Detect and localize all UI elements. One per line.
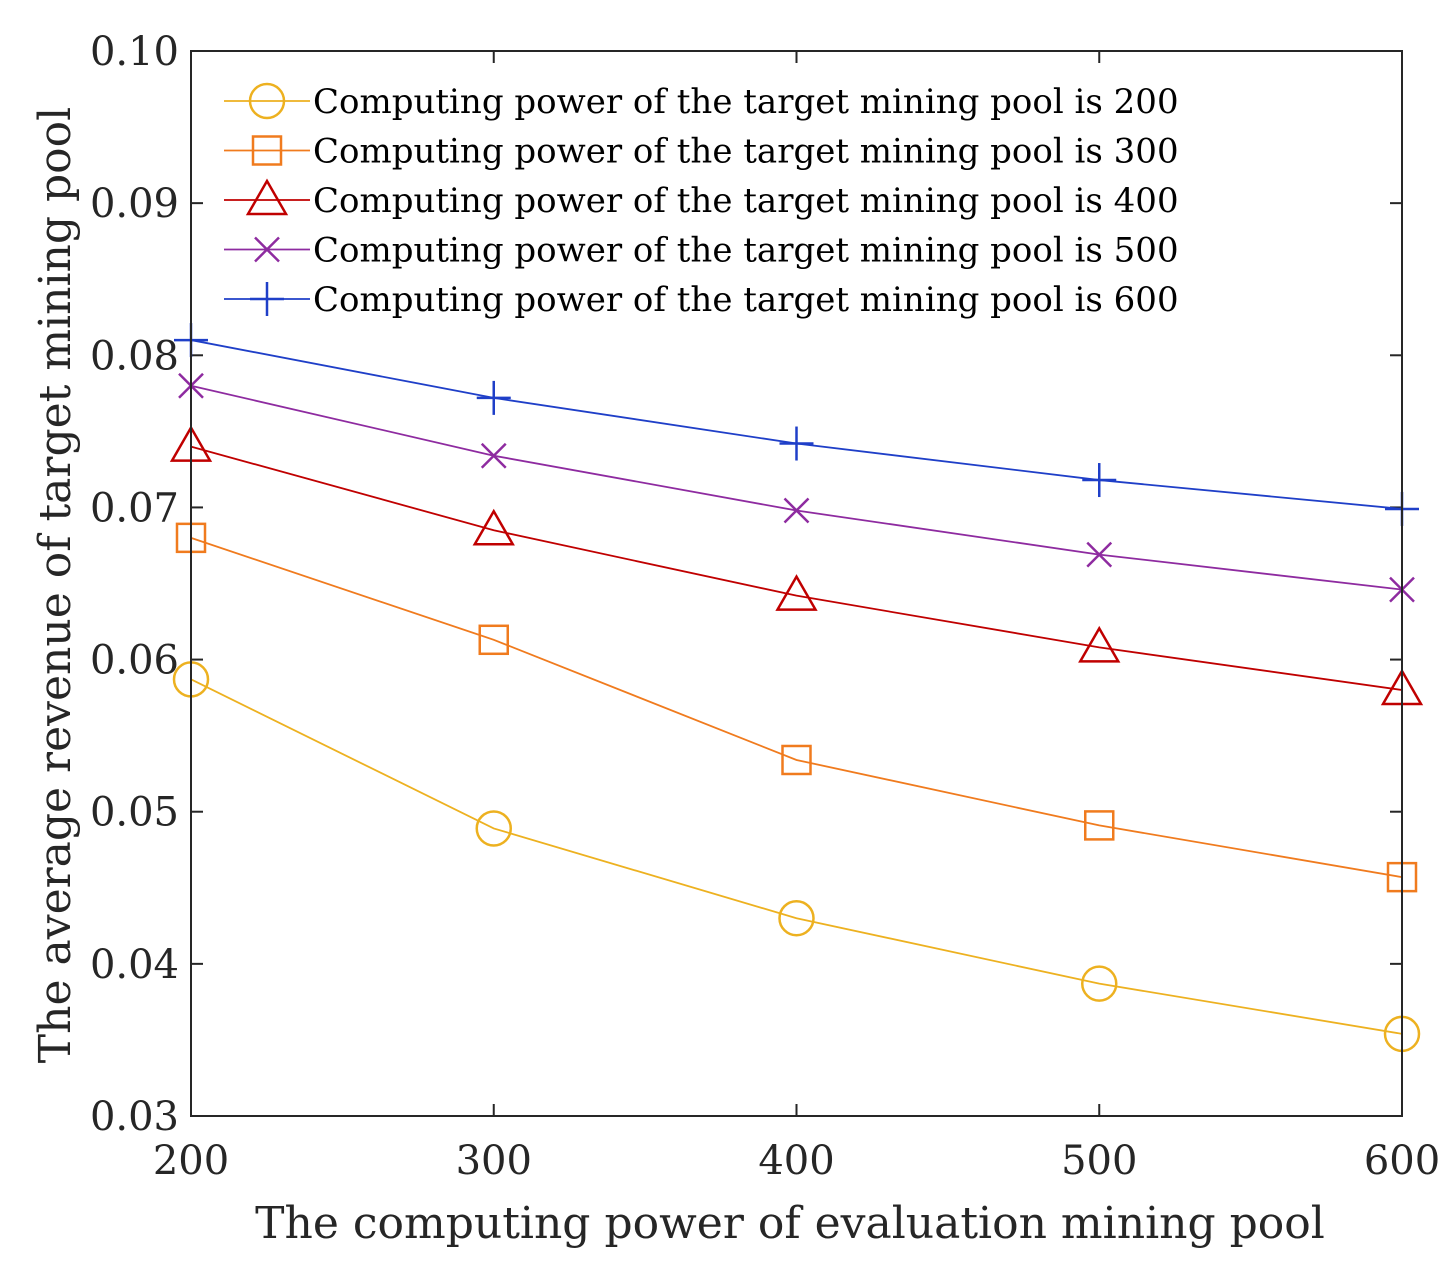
- series-2-point: [781, 744, 812, 776]
- x-tick-label: 200: [153, 1138, 229, 1184]
- y-tick-label: 0.10: [90, 29, 179, 75]
- legend: Computing power of the target mining poo…: [205, 66, 1270, 326]
- series-2-point: [1084, 810, 1115, 841]
- y-axis-label: The average revenue of target mining poo…: [30, 107, 81, 1063]
- legend-label: Computing power of the target mining poo…: [313, 181, 1179, 221]
- series-3-point: [1078, 625, 1121, 663]
- series-1-point: [1081, 965, 1118, 1002]
- legend-label: Computing power of the target mining poo…: [313, 280, 1179, 320]
- series-3-point: [472, 508, 515, 546]
- legend-box: [205, 66, 1270, 326]
- x-tick-label: 300: [456, 1138, 532, 1184]
- series-1-point: [475, 810, 512, 847]
- legend-marker: [250, 282, 284, 316]
- y-tick-label: 0.05: [90, 790, 179, 836]
- x-tick-label: 600: [1364, 1138, 1440, 1184]
- y-tick-label: 0.06: [90, 638, 179, 684]
- series-3-point: [775, 574, 818, 611]
- legend-marker: [248, 82, 286, 120]
- y-tick-label: 0.09: [90, 181, 179, 227]
- x-axis-ticks: 200 300 400 500 600: [153, 51, 1440, 1184]
- y-tick-label: 0.04: [90, 942, 179, 988]
- y-tick-label: 0.07: [90, 485, 179, 531]
- x-axis-label: The computing power of evaluation mining…: [255, 1198, 1325, 1249]
- legend-marker: [251, 135, 283, 166]
- series-5-point: [476, 380, 511, 415]
- series-4-point: [480, 442, 507, 469]
- series-1-point: [778, 899, 815, 937]
- legend-marker: [254, 236, 280, 263]
- plot-frame: [190, 50, 1403, 1117]
- series-5-point: [1082, 463, 1117, 498]
- series-5-point: [779, 426, 814, 461]
- legend-label: Computing power of the target mining poo…: [313, 132, 1179, 172]
- y-tick-label: 0.03: [90, 1094, 179, 1140]
- x-tick-label: 500: [1061, 1138, 1137, 1184]
- series-line-1: [190, 678, 1403, 1035]
- legend-label: Computing power of the target mining poo…: [313, 231, 1179, 271]
- series-2-point: [478, 624, 509, 656]
- legend-marker: [245, 178, 289, 216]
- y-tick-label: 0.08: [90, 333, 179, 379]
- y-axis-ticks: 0.03 0.04 0.05 0.06 0.07 0.08 0.09 0.10: [90, 29, 1402, 1140]
- series-4-point: [1086, 541, 1113, 568]
- series-line-2: [190, 537, 1403, 879]
- series-line-3: [190, 445, 1403, 691]
- x-tick-label: 400: [758, 1138, 834, 1184]
- legend-label: Computing power of the target mining poo…: [313, 82, 1179, 122]
- series-4-point: [783, 497, 810, 524]
